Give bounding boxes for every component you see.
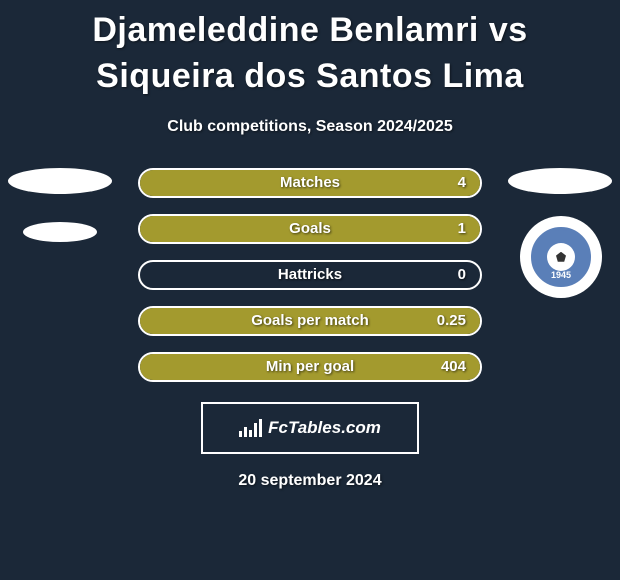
brand-footer: FcTables.com — [201, 402, 419, 454]
date-text: 20 september 2024 — [0, 472, 620, 490]
left-marker-2 — [23, 222, 97, 242]
left-player-markers — [8, 168, 112, 270]
stat-right-value: 404 — [441, 358, 466, 375]
stats-area: 1945 Matches 4 Goals 1 Hattricks 0 Goals per m… — [0, 168, 620, 382]
stat-label: Goals — [289, 220, 331, 237]
stat-right-value: 0.25 — [437, 312, 466, 329]
comparison-title: Djameleddine Benlamri vs Siqueira dos Sa… — [0, 0, 620, 100]
stat-bars-container: Matches 4 Goals 1 Hattricks 0 Goals per match 0… — [138, 168, 482, 382]
club-year: 1945 — [551, 270, 571, 280]
right-marker-1 — [508, 168, 612, 194]
club-logo-inner: 1945 — [531, 227, 591, 287]
stat-bar: Hattricks 0 — [138, 260, 482, 290]
stat-bar: Goals 1 — [138, 214, 482, 244]
stat-right-value: 1 — [458, 220, 466, 237]
season-subtitle: Club competitions, Season 2024/2025 — [0, 118, 620, 136]
stat-bar: Goals per match 0.25 — [138, 306, 482, 336]
right-club-logo: 1945 — [520, 216, 602, 298]
soccer-ball-icon — [547, 243, 575, 271]
stat-label: Min per goal — [266, 358, 354, 375]
stat-right-value: 0 — [458, 266, 466, 283]
stat-label: Hattricks — [278, 266, 342, 283]
stat-bar: Matches 4 — [138, 168, 482, 198]
right-player-col: 1945 — [508, 168, 612, 298]
left-marker-1 — [8, 168, 112, 194]
stat-label: Goals per match — [251, 312, 369, 329]
bar-chart-icon — [239, 419, 262, 437]
stat-bar: Min per goal 404 — [138, 352, 482, 382]
stat-label: Matches — [280, 174, 340, 191]
brand-label: FcTables.com — [268, 418, 381, 438]
stat-right-value: 4 — [458, 174, 466, 191]
